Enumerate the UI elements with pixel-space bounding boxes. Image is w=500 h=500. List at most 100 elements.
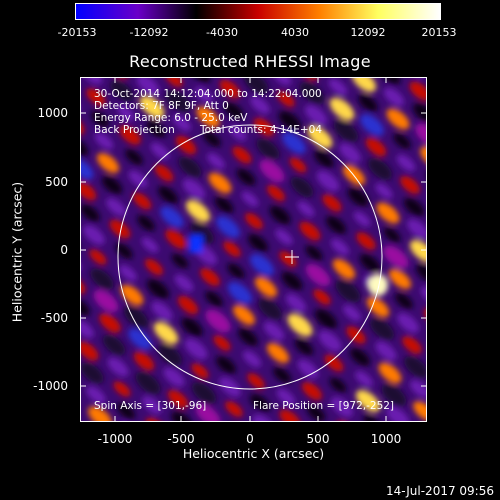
image-blob [304, 104, 328, 126]
energy-range-text: Energy Range: 6.0 - 25.0 keV [94, 112, 248, 124]
image-blob [113, 381, 131, 397]
image-blob [383, 245, 409, 269]
image-blob [289, 157, 307, 173]
image-blob [88, 406, 112, 422]
image-blob [146, 278, 170, 300]
image-blob [208, 172, 232, 194]
image-blob [306, 404, 326, 422]
image-blob [279, 409, 301, 422]
image-blob [259, 159, 285, 183]
image-blob [253, 117, 275, 137]
image-blob [355, 371, 373, 387]
image-blob [397, 313, 419, 333]
image-blob [294, 338, 314, 356]
image-blob [363, 414, 381, 422]
image-blob [299, 221, 321, 241]
image-blob [409, 81, 427, 101]
image-blob [314, 308, 338, 330]
image-blob [177, 295, 199, 315]
image-blob [400, 176, 420, 194]
image-blob [93, 289, 119, 313]
x-tick-label: -1000 [97, 432, 133, 446]
image-blob [331, 397, 353, 417]
y-tick-label: -1000 [33, 379, 68, 393]
image-blob [269, 205, 291, 225]
image-blob [89, 249, 107, 265]
image-blob [135, 371, 161, 395]
image-blob [328, 78, 348, 96]
image-blob [254, 276, 278, 298]
image-blob [343, 304, 361, 322]
image-blob [297, 359, 319, 379]
image-blob [81, 77, 103, 85]
x-tick-label: 0 [246, 432, 254, 446]
image-blob [86, 386, 106, 404]
image-blob [353, 211, 371, 227]
image-blob [150, 142, 170, 160]
image-blob [141, 237, 159, 253]
image-blob [275, 229, 293, 245]
image-blob [153, 321, 179, 345]
colorbar-tick-label: 12092 [350, 26, 386, 39]
image-blob [386, 108, 410, 130]
image-blob [109, 219, 131, 239]
image-blob [225, 401, 243, 417]
solar-limb-circle [117, 124, 383, 390]
image-blob [214, 196, 234, 214]
image-blob [184, 338, 208, 360]
image-blob [376, 202, 400, 224]
image-blob [223, 241, 241, 257]
image-blob [252, 414, 276, 422]
image-blob [167, 389, 189, 409]
image-blob [229, 125, 247, 141]
image-blob [174, 274, 194, 292]
image-blob [213, 335, 231, 351]
image-blob [277, 91, 295, 107]
image-blob [151, 301, 173, 321]
image-blob [272, 366, 292, 384]
image-blob [219, 79, 241, 99]
colorbar-tick-label: 20153 [421, 26, 457, 39]
image-blob [96, 152, 120, 174]
image-blob [86, 88, 106, 106]
image-blob [322, 194, 342, 212]
image-blob [256, 138, 280, 160]
image-blob [351, 77, 377, 92]
image-blob [360, 114, 384, 136]
image-blob [409, 240, 427, 262]
rhessi-image-plot [80, 77, 427, 422]
image-blob [276, 388, 296, 406]
image-blob [242, 350, 262, 368]
y-axis-label: Heliocentric Y (arcsec) [10, 182, 25, 322]
image-blob [175, 135, 197, 155]
image-blob [120, 284, 144, 306]
image-blob [80, 158, 94, 180]
image-blob [313, 289, 331, 305]
spin-axis-text: Spin Axis = [301,-96] [94, 400, 207, 412]
image-blob [258, 298, 282, 320]
image-blob [216, 216, 240, 238]
image-blob [299, 81, 325, 105]
image-blob [182, 178, 206, 200]
image-blob [388, 268, 412, 290]
image-blob [178, 156, 202, 178]
image-blob [165, 89, 191, 113]
image-blob [359, 253, 381, 273]
image-blob [196, 106, 220, 128]
image-blob [205, 309, 231, 333]
image-blob [227, 263, 245, 279]
image-blob [80, 204, 100, 222]
image-blob [358, 94, 378, 112]
image-blob [236, 168, 256, 186]
image-blob [282, 132, 306, 154]
image-blob [232, 146, 252, 164]
image-blob [165, 229, 187, 249]
image-blob [316, 170, 340, 192]
image-blob [393, 133, 411, 149]
image-blob [266, 342, 290, 364]
image-blob [287, 313, 313, 337]
flare-position-text: Flare Position = [972,-252] [253, 400, 395, 412]
image-blob [195, 403, 221, 422]
image-blob [99, 313, 121, 333]
image-blob [420, 286, 427, 304]
